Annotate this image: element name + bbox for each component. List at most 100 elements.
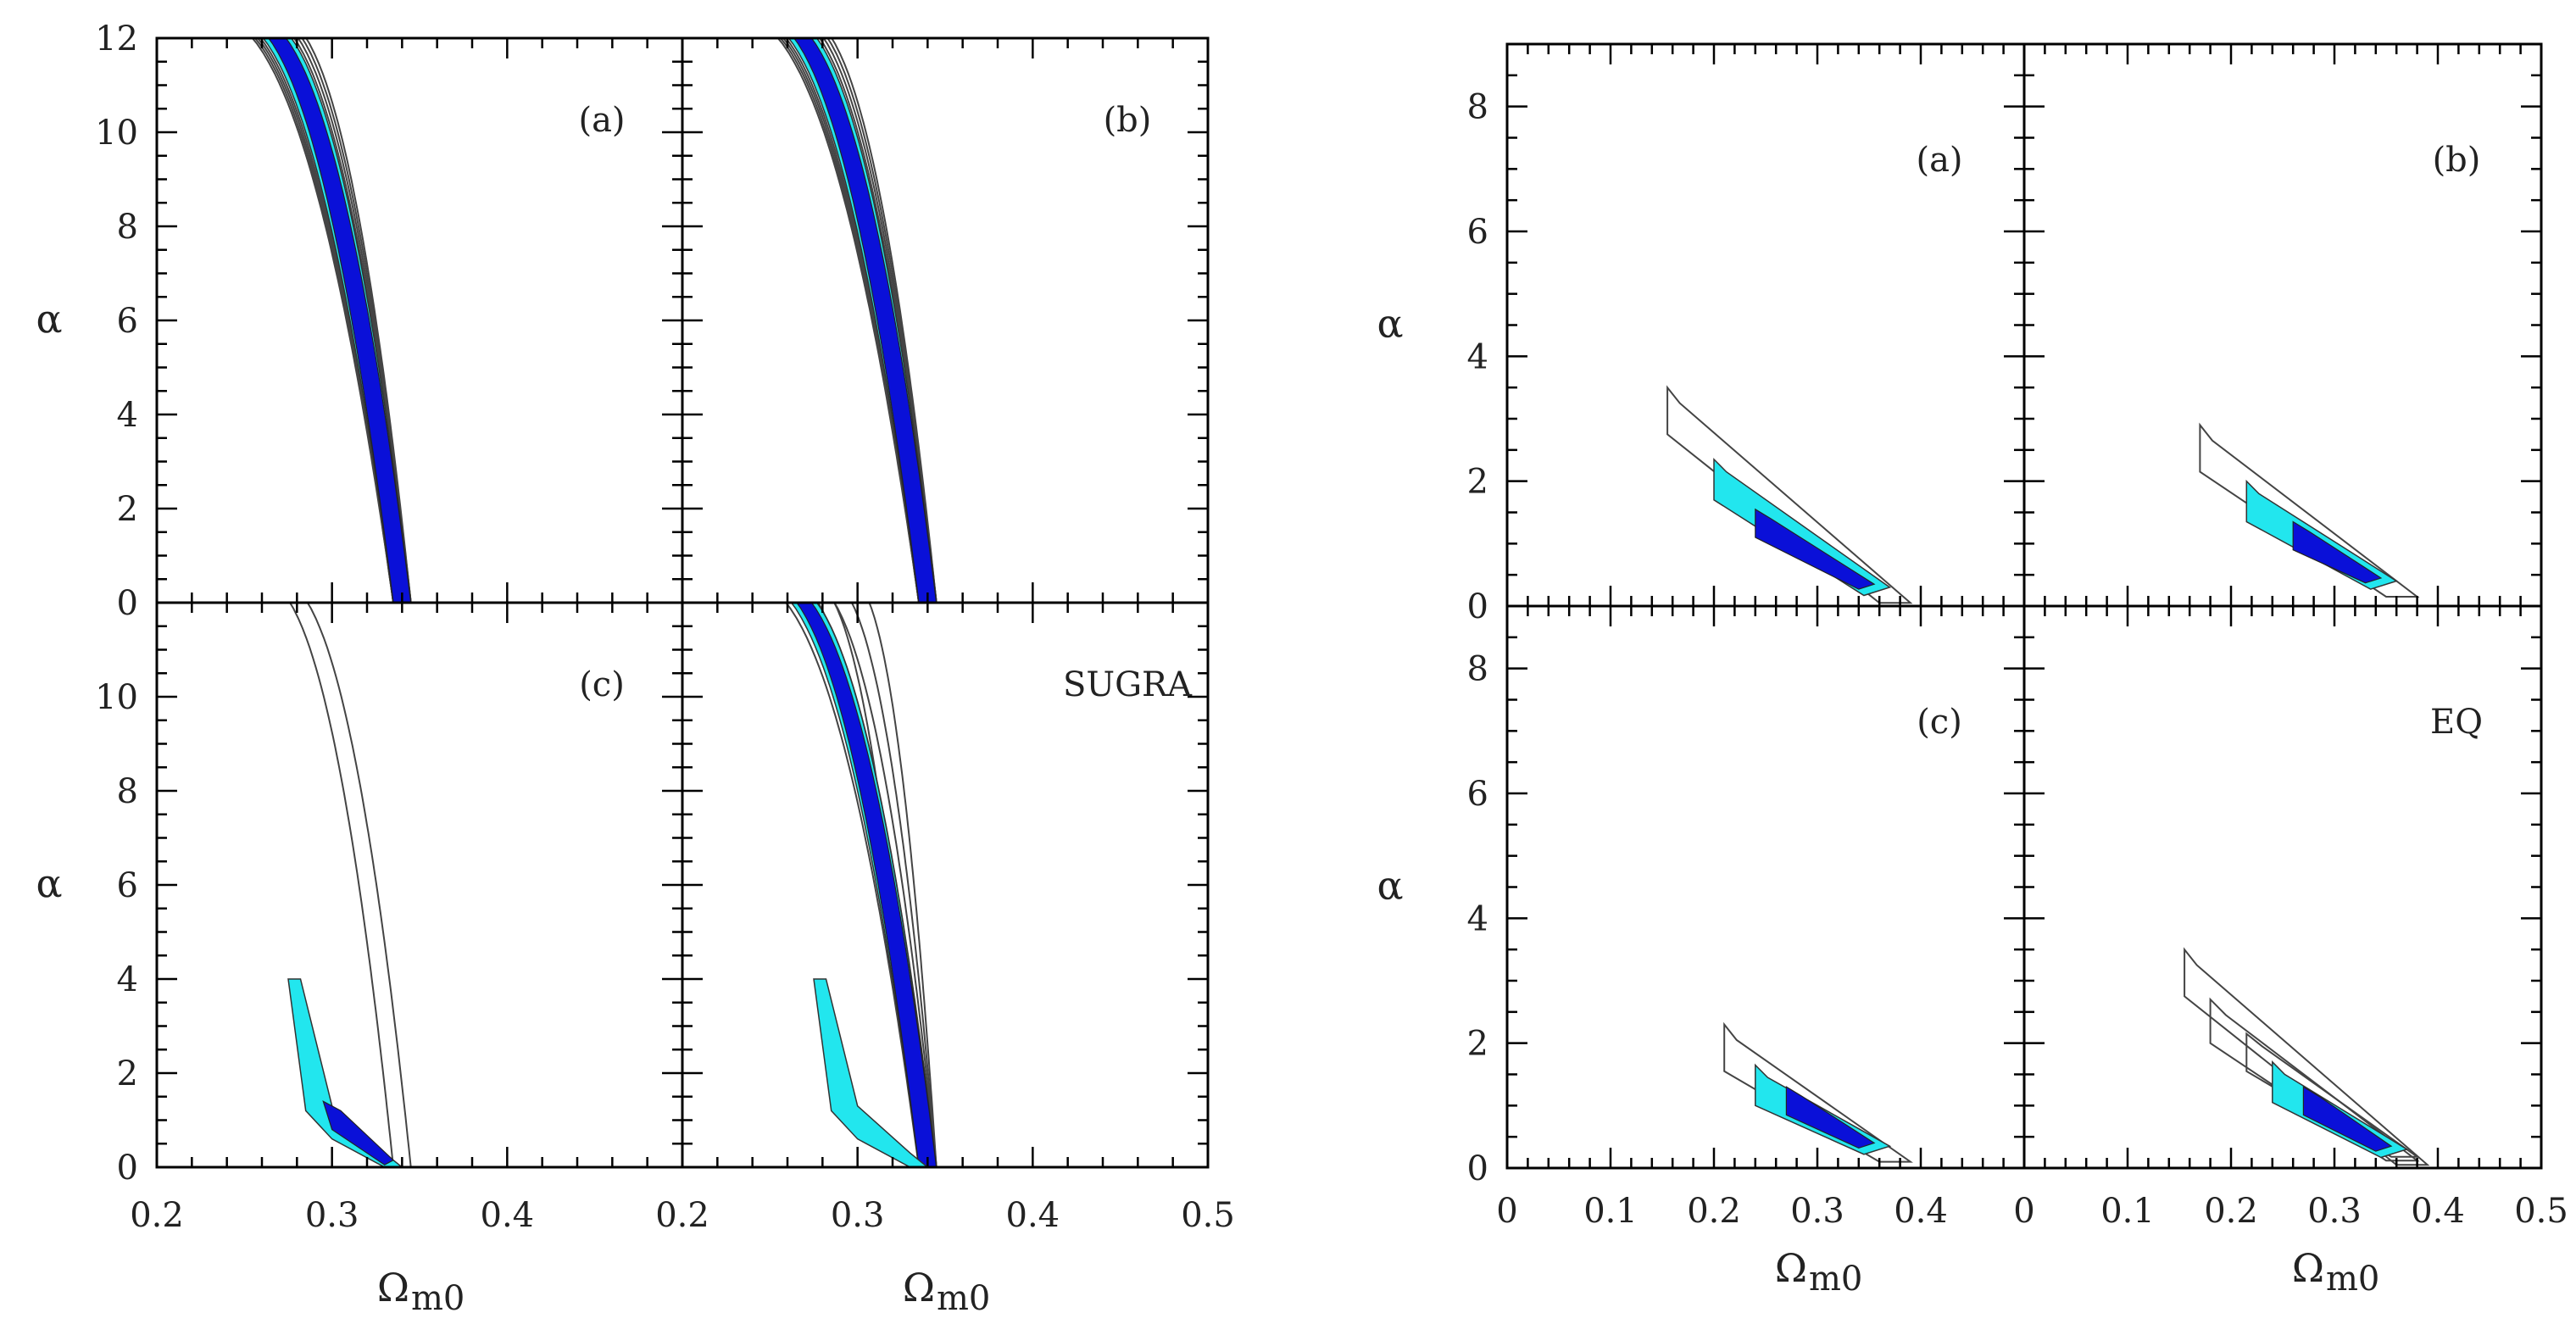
y-axis-title: α	[1377, 301, 1403, 347]
outer-contour	[1723, 1021, 1913, 1163]
y-tick-label: 8	[117, 208, 138, 247]
left-panel-0: (a)	[155, 36, 684, 604]
outer-contour	[288, 603, 412, 1167]
x-tick-label: 0.3	[305, 1196, 359, 1235]
x-axis-title: Ω	[377, 1265, 409, 1310]
panel-label: (c)	[1917, 703, 1962, 742]
y-tick-label: 4	[117, 396, 138, 435]
x-tick-label: 0.3	[2307, 1192, 2362, 1231]
blue-region	[267, 38, 412, 603]
outer-contour	[776, 38, 937, 603]
panel-label: SUGRA	[1063, 665, 1193, 704]
blue-region	[2292, 520, 2383, 584]
y-tick-label: 0	[117, 1149, 138, 1188]
outer-contour	[2184, 947, 2430, 1166]
y-tick-label: 4	[1467, 337, 1488, 376]
left-panel-3: SUGRA	[681, 601, 1210, 1169]
right-figure-eq: (a) (b) (c) EQ 0 2 4 6 8 0 2 4 6 8 0 0.1 0.2 0.3 0.4 0 0.1 0.…	[1377, 42, 2568, 1299]
blue-region	[2302, 1086, 2393, 1152]
left-contours-2	[287, 603, 412, 1167]
x-tick-label: 0.3	[1790, 1192, 1844, 1231]
outer-contour	[1666, 385, 1913, 604]
x-tick-label: 0.4	[1006, 1196, 1060, 1235]
x-tick-label: 0	[1496, 1192, 1517, 1231]
panel-label: (a)	[1916, 141, 1962, 180]
outer-contour	[259, 38, 412, 603]
x-axis-title-sub: m0	[2326, 1260, 2379, 1299]
cyan-region	[287, 978, 403, 1167]
panel-label: (b)	[1104, 101, 1152, 140]
panel-label: (c)	[579, 665, 625, 704]
y-tick-label: 6	[1467, 775, 1488, 814]
outer-contour	[2209, 997, 2420, 1162]
x-axis-title: Ω	[903, 1265, 935, 1310]
outer-contour	[253, 38, 412, 603]
y-tick-label: 4	[1467, 899, 1488, 938]
outer-contour	[782, 38, 937, 603]
y-tick-label: 2	[1467, 1025, 1488, 1064]
blue-region	[796, 603, 937, 1167]
y-axis-title: α	[1377, 863, 1403, 909]
y-tick-label: 8	[1467, 650, 1488, 689]
y-tick-label: 12	[95, 19, 138, 58]
x-axis-title: Ω	[2292, 1245, 2324, 1291]
left-contours-1	[776, 38, 937, 603]
x-tick-label: 0	[2013, 1192, 2034, 1231]
right-panel-1: (b)	[2022, 42, 2543, 608]
y-tick-label: 8	[117, 772, 138, 811]
right-panel-2: (c)	[1505, 604, 2026, 1170]
y-tick-label: 0	[117, 584, 138, 623]
outer-contour	[784, 38, 937, 603]
y-tick-label: 10	[95, 678, 138, 717]
right-panel-0: (a)	[1505, 42, 2026, 608]
panel-label: (b)	[2433, 141, 2481, 180]
y-tick-label: 0	[1467, 587, 1488, 626]
y-tick-label: 6	[117, 302, 138, 341]
x-tick-label: 0.2	[2204, 1192, 2258, 1231]
left-contours-0	[251, 38, 412, 603]
x-axis-title-sub: m0	[937, 1279, 990, 1318]
y-tick-label: 8	[1467, 88, 1488, 127]
left-panel-1: (b)	[681, 36, 1210, 604]
cyan-region	[2245, 479, 2398, 590]
x-tick-label: 0.1	[1583, 1192, 1638, 1231]
outer-contour	[2199, 422, 2420, 598]
left-figure-sugra: (a) (b) (c) SUGRA 0 2 4 6 8 10 12 0 2 4 6 8 10 0.2 0.3 0.4 0…	[36, 19, 1234, 1318]
y-tick-label: 2	[117, 490, 138, 529]
y-tick-label: 2	[1467, 463, 1488, 502]
cyan-region	[813, 978, 929, 1167]
x-tick-label: 0.4	[481, 1196, 535, 1235]
x-tick-label: 0.2	[655, 1196, 709, 1235]
y-axis-title: α	[36, 296, 62, 342]
x-axis-title-sub: m0	[1809, 1260, 1862, 1299]
y-tick-label: 4	[117, 960, 138, 999]
x-axis-title-sub: m0	[411, 1279, 465, 1318]
y-tick-label: 6	[1467, 213, 1488, 252]
panel-label: EQ	[2430, 703, 2483, 742]
blue-region	[1785, 1086, 1876, 1149]
x-tick-label: 0.5	[2514, 1192, 2568, 1231]
blue-region	[322, 1100, 395, 1165]
x-tick-label: 0.4	[1894, 1192, 1948, 1231]
x-tick-label: 0.2	[1687, 1192, 1741, 1231]
left-panel-2: (c)	[155, 601, 684, 1169]
outer-contour	[251, 38, 412, 603]
panel-label: (a)	[578, 101, 625, 140]
outer-contour	[256, 38, 412, 603]
y-tick-label: 6	[117, 866, 138, 905]
y-tick-label: 0	[1467, 1149, 1488, 1188]
y-tick-label: 2	[117, 1054, 138, 1093]
outer-contour	[2245, 1032, 2420, 1158]
y-axis-title: α	[36, 860, 62, 906]
left-contours-3	[784, 603, 937, 1167]
x-axis-title: Ω	[1775, 1245, 1807, 1291]
cyan-region	[1713, 458, 1892, 597]
y-tick-label: 10	[95, 114, 138, 153]
x-tick-label: 0.3	[831, 1196, 885, 1235]
x-tick-label: 0.2	[130, 1196, 184, 1235]
x-tick-label: 0.4	[2411, 1192, 2465, 1231]
blue-region	[793, 38, 937, 603]
blue-region	[1755, 508, 1876, 590]
right-panel-3: EQ	[2022, 604, 2543, 1170]
